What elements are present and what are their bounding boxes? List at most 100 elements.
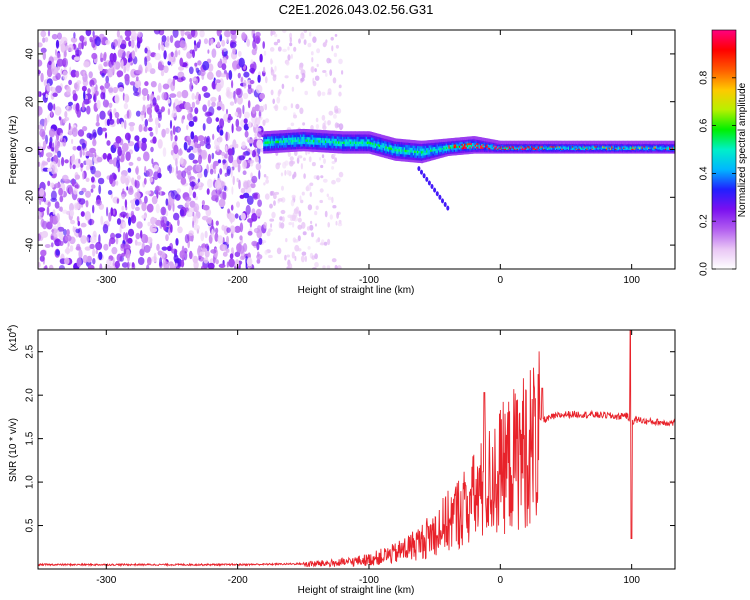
- noise-cell: [241, 32, 247, 40]
- signal-cell: [462, 146, 465, 150]
- noise-cell: [258, 155, 261, 164]
- noise-cell: [87, 88, 91, 94]
- signal-cell: [511, 140, 514, 144]
- signal-cell: [353, 136, 356, 140]
- signal-cell: [557, 140, 560, 144]
- noise-cell: [247, 139, 254, 144]
- faint-noise-cell: [282, 48, 287, 53]
- signal-cell: [398, 141, 401, 145]
- noise-cell: [113, 39, 119, 47]
- signal-cell: [380, 139, 383, 143]
- noise-cell: [112, 86, 119, 94]
- noise-cell: [220, 73, 227, 78]
- faint-noise-cell: [295, 74, 299, 80]
- signal-cell: [360, 150, 363, 154]
- signal-cell: [469, 141, 472, 145]
- noise-cell: [156, 95, 161, 101]
- faint-noise-cell: [303, 39, 307, 45]
- signal-cell: [453, 148, 456, 152]
- signal-cell: [282, 134, 286, 139]
- streak-cell: [433, 187, 437, 193]
- noise-cell: [47, 180, 51, 187]
- noise-cell: [172, 151, 179, 161]
- noise-cell: [114, 94, 120, 104]
- signal-cell: [420, 140, 423, 144]
- signal-cell: [634, 140, 638, 144]
- faint-noise-cell: [338, 91, 342, 97]
- signal-cell: [455, 143, 458, 147]
- signal-cell: [600, 140, 603, 144]
- signal-cell: [368, 145, 371, 149]
- signal-cell: [267, 143, 270, 147]
- signal-cell: [541, 140, 544, 144]
- noise-cell: [179, 250, 186, 259]
- noise-cell: [53, 229, 60, 238]
- signal-cell: [390, 139, 393, 143]
- noise-cell: [192, 116, 198, 122]
- signal-cell: [565, 140, 568, 144]
- signal-cell: [640, 140, 643, 144]
- signal-cell: [409, 151, 412, 155]
- faint-noise-cell: [298, 64, 304, 71]
- noise-cell: [106, 258, 112, 266]
- signal-cell: [267, 138, 270, 142]
- noise-cell: [236, 95, 243, 105]
- signal-cell: [453, 139, 456, 143]
- faint-noise-cell: [304, 90, 309, 96]
- signal-cell: [315, 146, 318, 150]
- signal-cell: [412, 159, 416, 163]
- noise-cell: [251, 106, 256, 115]
- noise-cell: [59, 206, 63, 212]
- signal-cell: [267, 140, 270, 144]
- signal-cell: [473, 146, 476, 150]
- noise-cell: [89, 236, 97, 244]
- signal-cell: [313, 146, 316, 150]
- signal-cell: [414, 149, 417, 153]
- noise-cell: [108, 240, 111, 247]
- noise-cell: [70, 37, 78, 43]
- signal-cell: [447, 140, 450, 144]
- noise-cell: [212, 163, 216, 170]
- signal-cell: [331, 135, 334, 139]
- noise-cell: [214, 232, 219, 242]
- signal-cell: [436, 149, 439, 153]
- signal-cell: [424, 152, 427, 156]
- signal-cell: [570, 140, 573, 144]
- signal-cell: [457, 146, 460, 150]
- noise-cell: [82, 79, 89, 87]
- signal-cell: [334, 149, 337, 154]
- signal-cell: [407, 146, 410, 150]
- signal-cell: [469, 140, 472, 144]
- spectrogram-x-ticks: -300 -200 -100 0 100: [96, 30, 640, 286]
- signal-cell: [447, 143, 450, 147]
- noise-cell: [243, 79, 247, 89]
- signal-cell: [296, 136, 299, 140]
- signal-cell: [414, 157, 417, 161]
- noise-cell: [75, 232, 79, 238]
- streak-cell: [422, 173, 426, 179]
- noise-cell: [46, 82, 51, 92]
- faint-noise-cell: [315, 223, 317, 227]
- signal-cell: [306, 133, 309, 138]
- noise-cell: [227, 208, 231, 214]
- signal-cell: [444, 147, 447, 152]
- signal-cell: [309, 146, 312, 150]
- signal-cell: [335, 142, 338, 146]
- signal-cell: [306, 138, 309, 142]
- signal-cell: [433, 156, 437, 160]
- signal-cell: [286, 139, 289, 143]
- signal-cell: [515, 140, 518, 144]
- faint-noise-cell: [307, 204, 313, 211]
- noise-cell: [207, 217, 213, 226]
- signal-cell: [349, 145, 353, 149]
- noise-cell: [51, 61, 56, 69]
- noise-cell: [194, 107, 199, 115]
- noise-cell: [188, 230, 194, 237]
- signal-cell: [374, 140, 377, 144]
- noise-cell: [52, 92, 58, 98]
- signal-cell: [289, 141, 292, 145]
- signal-cell: [321, 134, 324, 138]
- signal-cell: [319, 134, 322, 138]
- signal-cell: [430, 142, 433, 146]
